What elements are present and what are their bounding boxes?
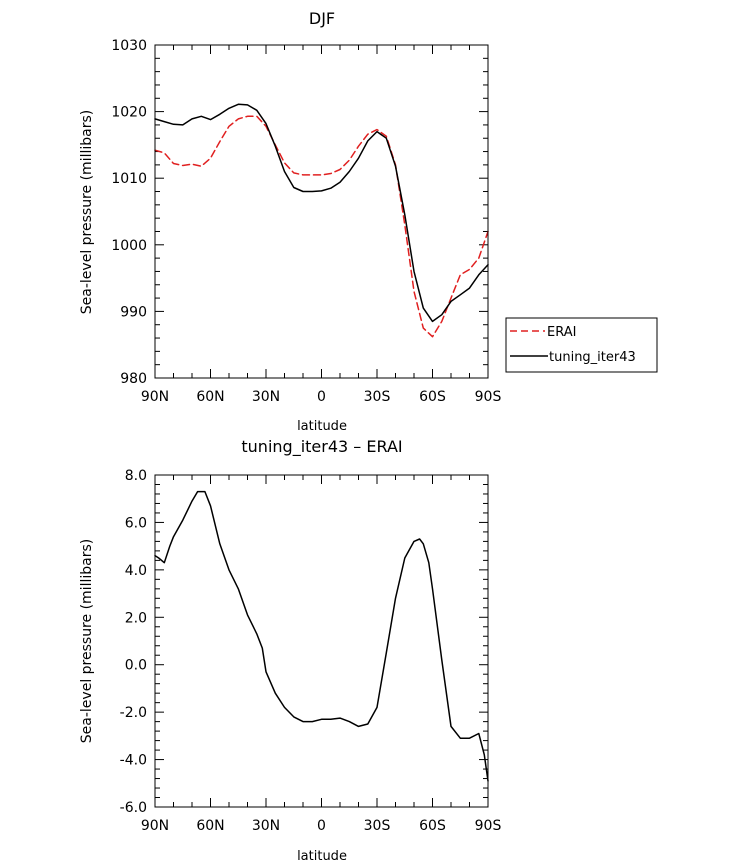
bottom-y-tick-label: 6.0 bbox=[125, 515, 147, 531]
bottom-y-tick-label: -4.0 bbox=[120, 753, 147, 769]
bottom-x-tick-label: 60S bbox=[419, 818, 446, 834]
bottom-series-line-difference bbox=[154, 490, 489, 782]
bottom-y-tick-label: 0.0 bbox=[125, 658, 147, 674]
legend-box bbox=[505, 317, 658, 373]
bottom-x-tick-label: 0 bbox=[317, 818, 326, 834]
top-y-tick-label: 980 bbox=[120, 371, 147, 387]
bottom-y-tick-label: -6.0 bbox=[120, 800, 147, 816]
top-y-tick-label: 990 bbox=[120, 304, 147, 320]
top-series-lines bbox=[154, 103, 489, 338]
top-y-axis-ticks: 980 990 1000 1010 1020 1030 bbox=[111, 38, 488, 387]
bottom-y-axis-label: Sea-level pressure (millibars) bbox=[79, 539, 95, 743]
bottom-y-tick-label: -2.0 bbox=[120, 705, 147, 721]
top-series-line-erai bbox=[154, 115, 489, 338]
top-x-tick-label: 60S bbox=[419, 389, 446, 405]
bottom-x-tick-label: 90N bbox=[141, 818, 169, 834]
top-series-line-tuning-iter43 bbox=[154, 103, 489, 323]
top-y-tick-label: 1010 bbox=[111, 171, 147, 187]
top-panel: DJF 980 990 1000 1010 1020 1030 90N 60N 30N 0 30S… bbox=[79, 9, 501, 434]
top-y-axis-label: Sea-level pressure (millibars) bbox=[79, 110, 95, 314]
bottom-x-tick-label: 90S bbox=[475, 818, 502, 834]
bottom-y-tick-label: 2.0 bbox=[125, 610, 147, 626]
bottom-y-axis-ticks: -6.0 -4.0 -2.0 0.0 2.0 4.0 6.0 8.0 bbox=[120, 468, 488, 816]
top-chart-title: DJF bbox=[309, 9, 335, 28]
bottom-panel: tuning_iter43 – ERAI -6.0 -4.0 -2.0 0.0 2.0 4… bbox=[79, 437, 501, 864]
legend-label-erai: ERAI bbox=[547, 325, 576, 340]
bottom-x-tick-label: 60N bbox=[196, 818, 224, 834]
top-plot-frame bbox=[154, 44, 489, 379]
top-x-tick-label: 30N bbox=[252, 389, 280, 405]
bottom-x-tick-label: 30N bbox=[252, 818, 280, 834]
top-x-axis-ticks: 90N 60N 30N 0 30S 60S 90S bbox=[141, 45, 502, 405]
top-x-tick-label: 90N bbox=[141, 389, 169, 405]
top-y-tick-label: 1030 bbox=[111, 38, 147, 54]
top-y-tick-label: 1000 bbox=[111, 238, 147, 254]
top-x-tick-label: 60N bbox=[196, 389, 224, 405]
top-x-axis-label: latitude bbox=[297, 419, 347, 434]
bottom-y-tick-label: 4.0 bbox=[125, 563, 147, 579]
top-x-tick-label: 30S bbox=[364, 389, 391, 405]
bottom-y-tick-label: 8.0 bbox=[125, 468, 147, 484]
top-x-tick-label: 90S bbox=[475, 389, 502, 405]
bottom-chart-title: tuning_iter43 – ERAI bbox=[241, 437, 402, 457]
legend-label-tuning-iter43: tuning_iter43 bbox=[549, 350, 636, 365]
bottom-series-lines bbox=[154, 490, 489, 782]
bottom-x-tick-label: 30S bbox=[364, 818, 391, 834]
bottom-plot-frame bbox=[154, 474, 489, 808]
top-y-tick-label: 1020 bbox=[111, 105, 147, 121]
legend: ERAI tuning_iter43 bbox=[505, 317, 658, 373]
top-x-tick-label: 0 bbox=[317, 389, 326, 405]
bottom-x-axis-ticks: 90N 60N 30N 0 30S 60S 90S bbox=[141, 475, 502, 834]
bottom-x-axis-label: latitude bbox=[297, 849, 347, 864]
